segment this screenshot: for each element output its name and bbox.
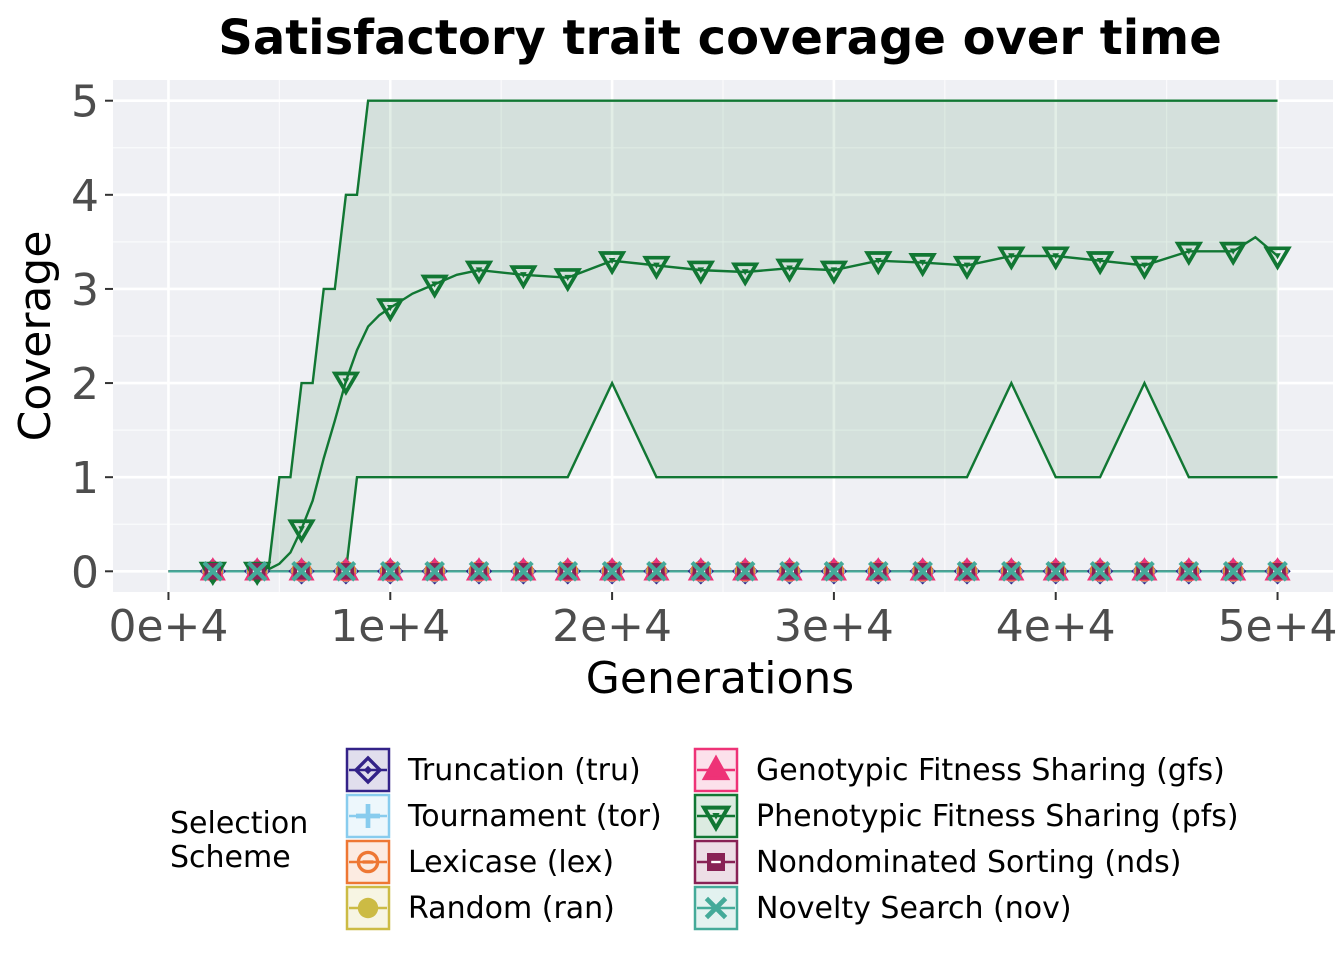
series-markers-5	[198, 241, 1292, 586]
legend-label: Novelty Search (nov)	[756, 891, 1072, 926]
legend-label: Truncation (tru)	[407, 753, 641, 788]
chart-title: Satisfactory trait coverage over time	[218, 10, 1222, 66]
legend: Selection Scheme Truncation (tru) Tournamen…	[170, 747, 1239, 931]
data-point	[952, 255, 982, 281]
data-point	[956, 560, 978, 582]
data-point	[291, 560, 312, 582]
pfs-band-upper-line	[168, 99, 1278, 573]
marker-x-icon	[704, 896, 728, 920]
data-point	[819, 260, 849, 285]
data-point	[601, 560, 623, 582]
x-tick-label: 1e+4	[330, 601, 450, 652]
y-tick-label: 0	[71, 547, 99, 598]
y-tick-label: 3	[71, 265, 99, 316]
data-point	[331, 371, 361, 396]
data-point	[1222, 560, 1244, 582]
data-point	[1267, 560, 1288, 582]
x-axis-title: Generations	[586, 653, 854, 704]
data-point	[287, 519, 316, 544]
marker-plus-icon	[356, 804, 380, 828]
data-point	[912, 560, 933, 582]
axes: 0e+4 1e+4 2e+4 3e+4 4e+4 5e+4 0 1 2 3 4 5	[71, 77, 1338, 652]
x-tick-label: 2e+4	[552, 601, 672, 652]
data-point	[202, 560, 224, 582]
legend-item: Nondominated Sorting (nds)	[693, 839, 1181, 885]
legend-item: Genotypic Fitness Sharing (gfs)	[693, 747, 1225, 793]
pfs-confidence-band	[168, 100, 1278, 572]
marker-triangle-down-icon	[700, 805, 732, 832]
marker-circle-minus-icon	[356, 850, 380, 874]
x-tick-label: 4e+4	[996, 601, 1116, 652]
data-point	[779, 560, 800, 582]
data-point	[1134, 560, 1155, 582]
x-tick-label: 3e+4	[774, 601, 894, 652]
legend-item: Novelty Search (nov)	[693, 885, 1072, 931]
data-point	[1218, 241, 1248, 266]
x-tick-label: 0e+4	[108, 601, 228, 652]
data-point	[686, 260, 716, 285]
data-point	[1045, 560, 1067, 582]
data-point	[730, 262, 760, 287]
data-point	[823, 560, 845, 582]
data-point	[1130, 255, 1159, 281]
data-point	[1041, 246, 1070, 271]
data-point	[379, 560, 401, 582]
data-point	[553, 268, 582, 293]
data-point	[1178, 560, 1200, 582]
data-point	[1089, 560, 1111, 582]
marker-triangle-up-icon	[701, 754, 731, 781]
data-point	[424, 560, 445, 582]
data-point	[597, 251, 627, 276]
legend-label: Tournament (tor)	[407, 799, 662, 834]
data-point	[734, 560, 756, 582]
legend-item: Random (ran)	[345, 885, 615, 931]
data-point	[464, 260, 494, 285]
data-point	[997, 246, 1026, 271]
data-point	[908, 253, 937, 278]
marker-circle-icon	[357, 897, 379, 919]
x-tick-label: 5e+4	[1218, 601, 1338, 652]
data-point	[1001, 560, 1022, 582]
data-point	[642, 255, 671, 281]
y-tick-label: 2	[71, 359, 99, 410]
legend-label: Nondominated Sorting (nds)	[756, 845, 1181, 880]
data-point	[775, 258, 804, 283]
legend-label: Genotypic Fitness Sharing (gfs)	[756, 753, 1225, 788]
data-point	[246, 560, 268, 582]
data-point	[690, 560, 712, 582]
legend-item: Lexicase (lex)	[345, 839, 614, 885]
data-point	[513, 560, 534, 582]
series-markers	[198, 241, 1292, 586]
legend-label: Phenotypic Fitness Sharing (pfs)	[756, 799, 1239, 834]
legend-item: Phenotypic Fitness Sharing (pfs)	[693, 793, 1239, 839]
series-markers-7	[202, 560, 1288, 582]
data-point	[420, 274, 449, 299]
data-point	[335, 560, 357, 582]
data-point	[557, 560, 579, 582]
y-tick-label: 5	[71, 77, 99, 128]
y-tick-label: 1	[71, 453, 99, 504]
legend-label: Random (ran)	[408, 891, 615, 926]
legend-item: Truncation (tru)	[345, 747, 641, 793]
data-point	[646, 560, 667, 582]
data-point	[1085, 251, 1115, 276]
data-point	[864, 251, 893, 276]
data-point	[1263, 246, 1292, 271]
data-point	[376, 298, 405, 323]
marker-diamond-icon	[353, 755, 383, 785]
data-point	[867, 560, 889, 582]
y-tick-label: 4	[71, 171, 99, 222]
legend-title: Selection Scheme	[170, 806, 308, 875]
legend-label: Lexicase (lex)	[408, 845, 614, 880]
data-point	[509, 265, 538, 290]
data-point	[1174, 241, 1204, 266]
y-axis-title: Coverage	[10, 231, 61, 442]
data-point	[468, 560, 490, 582]
marker-square-minus-icon	[707, 853, 725, 871]
legend-item: Tournament (tor)	[345, 793, 662, 839]
